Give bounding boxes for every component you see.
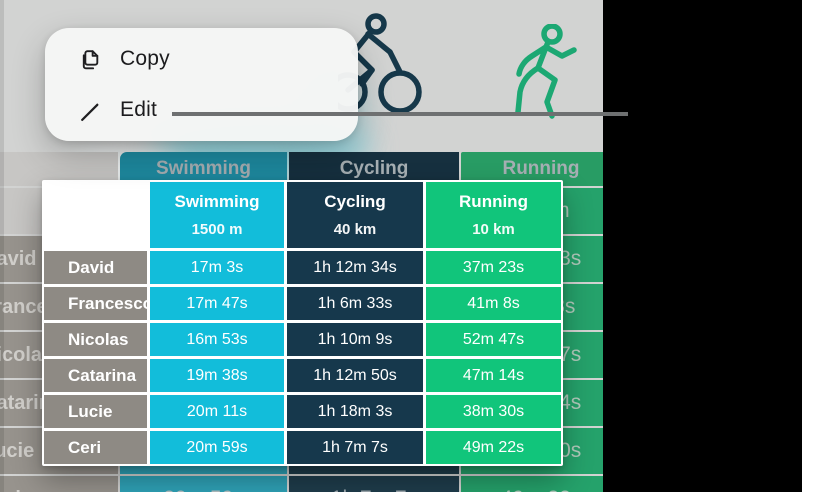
copy-icon xyxy=(76,46,102,72)
corner-cell[interactable] xyxy=(44,182,147,248)
swimming-time-cell[interactable]: 19m 38s xyxy=(150,359,284,392)
bg-running-time-cell: 49m 22s xyxy=(461,476,603,492)
row-name-cell[interactable]: Ceri xyxy=(44,431,147,464)
menu-item-label: Edit xyxy=(120,98,157,121)
column-distance: 10 km xyxy=(472,220,515,238)
bg-row-name-cell: Ceri xyxy=(0,476,118,492)
cycling-time-cell[interactable]: 1h 10m 9s xyxy=(287,323,423,356)
cycling-time-cell[interactable]: 1h 12m 50s xyxy=(287,359,423,392)
header-cycling[interactable]: Cycling 40 km xyxy=(287,182,423,248)
menu-item-edit[interactable]: Edit xyxy=(45,85,358,136)
running-time-cell[interactable]: 49m 22s xyxy=(426,431,561,464)
page-margin xyxy=(802,0,820,492)
edit-callout-line xyxy=(172,112,628,116)
menu-item-label: Copy xyxy=(120,47,170,70)
cycling-time-cell[interactable]: 1h 18m 3s xyxy=(287,395,423,428)
column-title: Cycling xyxy=(324,192,386,212)
row-name-cell[interactable]: Lucie xyxy=(44,395,147,428)
app-screenshot: Swimming Cycling Running 1500 m 40 km 10… xyxy=(0,0,603,492)
screen-left-edge xyxy=(0,0,4,492)
bg-cycling-time-cell: 1h 7m 7s xyxy=(289,476,459,492)
cycling-time-cell[interactable]: 1h 12m 34s xyxy=(287,251,423,284)
running-time-cell[interactable]: 52m 47s xyxy=(426,323,561,356)
pencil-icon xyxy=(76,97,102,123)
swimming-time-cell[interactable]: 17m 47s xyxy=(150,287,284,320)
column-title: Running xyxy=(459,192,528,212)
figure-background xyxy=(603,0,802,492)
bg-swimming-time-cell: 20m 59s xyxy=(120,476,287,492)
swimming-time-cell[interactable]: 20m 11s xyxy=(150,395,284,428)
context-menu: Copy Edit xyxy=(45,28,358,141)
cycling-time-cell[interactable]: 1h 6m 33s xyxy=(287,287,423,320)
row-name-cell[interactable]: David xyxy=(44,251,147,284)
swimming-time-cell[interactable]: 20m 59s xyxy=(150,431,284,464)
menu-item-copy[interactable]: Copy xyxy=(45,34,358,85)
column-distance: 40 km xyxy=(333,220,377,238)
running-time-cell[interactable]: 38m 30s xyxy=(426,395,561,428)
floating-table: Swimming 1500 m Cycling 40 km Running 10… xyxy=(42,180,563,466)
row-name-cell[interactable]: Francesco xyxy=(44,287,153,320)
header-swimming[interactable]: Swimming 1500 m xyxy=(150,182,284,248)
running-time-cell[interactable]: 47m 14s xyxy=(426,359,561,392)
runner-icon xyxy=(515,24,577,119)
row-name-cell[interactable]: Catarina xyxy=(44,359,147,392)
column-distance: 1500 m xyxy=(191,220,243,238)
running-time-cell[interactable]: 41m 8s xyxy=(426,287,561,320)
swimming-time-cell[interactable]: 16m 53s xyxy=(150,323,284,356)
row-name-cell[interactable]: Nicolas xyxy=(44,323,147,356)
column-title: Swimming xyxy=(174,192,260,212)
header-running[interactable]: Running 10 km xyxy=(426,182,561,248)
swimming-time-cell[interactable]: 17m 3s xyxy=(150,251,284,284)
cycling-time-cell[interactable]: 1h 7m 7s xyxy=(287,431,423,464)
running-time-cell[interactable]: 37m 23s xyxy=(426,251,561,284)
